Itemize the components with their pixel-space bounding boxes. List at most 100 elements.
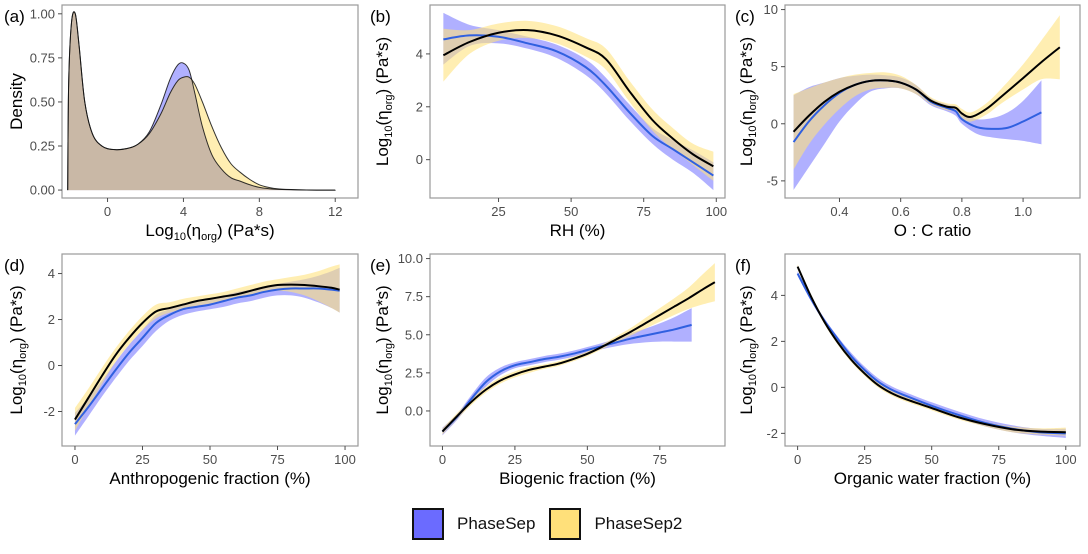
panel-border xyxy=(784,253,1081,447)
x-tick-label: 100 xyxy=(334,452,356,467)
density-outline-phasesep2 xyxy=(67,11,336,191)
y-tick-label: -2 xyxy=(43,404,55,419)
ci-band-phasesep xyxy=(793,74,1042,191)
y-tick-label: 4 xyxy=(771,288,778,303)
x-tick-label: 0 xyxy=(794,452,801,467)
x-axis-title: O : C ratio xyxy=(894,221,971,240)
fit-line-phasesep2 xyxy=(792,46,1061,133)
x-axis-title: Biogenic fraction (%) xyxy=(499,469,656,488)
fit-line-phasesep xyxy=(441,323,692,433)
panel-tag: (c) xyxy=(735,7,755,26)
y-tick-label: 1.00 xyxy=(30,6,55,21)
legend-label-phasesep2: PhaseSep2 xyxy=(594,514,683,533)
x-tick-label: 50 xyxy=(203,452,217,467)
x-tick-label: 0.4 xyxy=(830,204,848,219)
x-tick-label: 75 xyxy=(992,452,1006,467)
fit-line-phasesep xyxy=(443,34,714,177)
y-tick-label: 0.75 xyxy=(30,50,55,65)
x-tick-label: 0 xyxy=(439,452,446,467)
panel-d: 0 25 50 75 100 -2 0 2 4 Anthropogenic fraction (%… xyxy=(4,253,359,488)
x-tick-label: 25 xyxy=(508,452,522,467)
x-tick-label: 50 xyxy=(580,452,594,467)
y-tick-label: 7.5 xyxy=(405,289,423,304)
fit-line-phasesep2 xyxy=(74,283,340,421)
panel-c: 0.4 0.6 0.8 1.0 -5 0 5 10 O : C ratio Log10(ηorg)… xyxy=(735,2,1081,240)
fit-line-phasesep2 xyxy=(796,266,1066,434)
panel-tag: (d) xyxy=(4,256,25,275)
panel-tag: (b) xyxy=(370,7,391,26)
x-tick-label: 50 xyxy=(564,204,578,219)
y-axis-title: Log10(ηorg) (Pa*s) xyxy=(373,285,395,414)
x-tick-label: 1.0 xyxy=(1014,204,1032,219)
x-axis-title: RH (%) xyxy=(550,221,606,240)
density-overlap xyxy=(67,11,336,191)
y-tick-label: 10.0 xyxy=(398,251,423,266)
x-tick-label: 25 xyxy=(491,204,505,219)
y-tick-label: 2 xyxy=(771,334,778,349)
y-tick-label: 0 xyxy=(771,380,778,395)
y-tick-label: 2 xyxy=(416,99,423,114)
y-tick-label: 0.0 xyxy=(405,403,423,418)
y-axis-title: Log10(ηorg) (Pa*s) xyxy=(737,37,759,166)
plot-area xyxy=(785,254,1080,446)
x-tick-label: 4 xyxy=(180,204,187,219)
legend-swatch-phasesep2 xyxy=(549,508,582,540)
panel-a: 0 4 8 12 0.00 0.25 0.50 0.75 1.00 Log10(ηorg) (Pa… xyxy=(4,4,359,243)
x-axis-title: Log10(ηorg) (Pa*s) xyxy=(145,221,274,243)
y-axis-title: Log10(ηorg) (Pa*s) xyxy=(373,37,395,166)
legend-label-phasesep: PhaseSep xyxy=(457,514,536,533)
y-tick-label: 5 xyxy=(771,59,778,74)
ci-band-phasesep2 xyxy=(74,264,340,432)
fit-line-phasesep2 xyxy=(441,281,716,433)
legend: PhaseSep PhaseSep2 xyxy=(412,504,682,544)
y-tick-label: 0 xyxy=(48,358,55,373)
y-tick-label: 4 xyxy=(416,46,423,61)
legend-item-phasesep: PhaseSep xyxy=(412,508,535,540)
y-tick-label: 2 xyxy=(48,312,55,327)
x-tick-label: 12 xyxy=(328,204,342,219)
y-tick-label: 2.5 xyxy=(405,365,423,380)
panel-tag: (f) xyxy=(735,256,751,275)
x-tick-label: 75 xyxy=(653,452,667,467)
x-axis-title: Anthropogenic fraction (%) xyxy=(109,469,310,488)
panel-border xyxy=(429,253,726,447)
panel-b: 25 50 75 100 0 2 4 RH (%) Log10(ηorg) (Pa*s) (b) xyxy=(370,4,727,240)
x-tick-label: 0 xyxy=(71,452,78,467)
y-tick-label: 5.0 xyxy=(405,327,423,342)
y-tick-label: -5 xyxy=(766,173,778,188)
x-tick-label: 100 xyxy=(705,204,727,219)
legend-swatch-phasesep xyxy=(412,508,444,540)
y-axis-title: Density xyxy=(7,73,26,130)
panel-f: 0 25 50 75 100 -2 0 2 4 Organic water fraction (%… xyxy=(735,253,1081,488)
x-tick-label: 0.6 xyxy=(892,204,910,219)
y-tick-label: 0 xyxy=(771,116,778,131)
y-tick-label: 0.00 xyxy=(30,183,55,198)
x-tick-label: 25 xyxy=(135,452,149,467)
ci-band-phasesep xyxy=(797,271,1066,438)
y-axis-title: Log10(ηorg) (Pa*s) xyxy=(7,285,29,414)
fit-line-phasesep2 xyxy=(442,29,714,168)
y-tick-label: 10 xyxy=(764,2,778,17)
y-tick-label: 0 xyxy=(416,152,423,167)
panel-e: 0 25 50 75 0.0 2.5 5.0 7.5 10.0 Biogenic fraction… xyxy=(370,251,726,488)
y-tick-label: 0.25 xyxy=(30,139,55,154)
panel-tag: (a) xyxy=(4,7,25,26)
x-tick-label: 25 xyxy=(857,452,871,467)
density-area-phasesep2 xyxy=(67,11,336,191)
panel-border xyxy=(784,4,1081,199)
y-tick-label: -2 xyxy=(766,426,778,441)
panel-tag: (e) xyxy=(370,256,391,275)
x-tick-label: 100 xyxy=(1055,452,1077,467)
y-axis-title: Log10(ηorg) (Pa*s) xyxy=(737,285,759,414)
x-tick-label: 8 xyxy=(256,204,263,219)
x-tick-label: 50 xyxy=(924,452,938,467)
x-tick-label: 75 xyxy=(636,204,650,219)
x-tick-label: 0 xyxy=(104,204,111,219)
y-tick-label: 0.50 xyxy=(30,94,55,109)
x-tick-label: 0.8 xyxy=(953,204,971,219)
panel-border xyxy=(429,4,726,199)
fit-line-phasesep xyxy=(74,287,340,425)
y-tick-label: 4 xyxy=(48,266,55,281)
x-tick-label: 75 xyxy=(270,452,284,467)
